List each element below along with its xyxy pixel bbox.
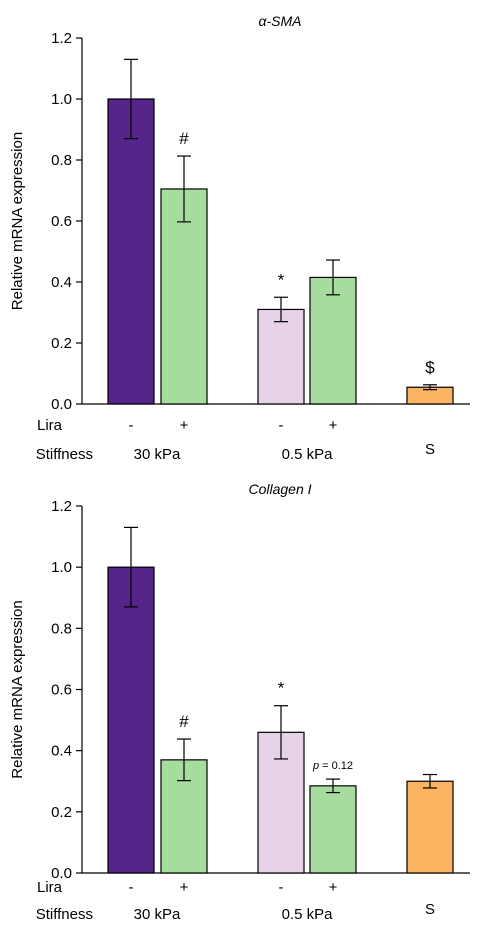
y-tick-label: 0.2 [51,335,72,352]
p-value: = 0.12 [319,760,353,772]
lira-value-label: - [279,417,284,434]
group-label: 0.5 kPa [282,906,334,923]
lira-row-label: Lira [37,417,63,434]
group-label: S [425,901,435,918]
lira-value-label: - [129,417,134,434]
y-tick-label: 0.0 [51,865,72,882]
chart-panel-2: Collagen I 0.0 0.2 0.4 0.6 0.8 1.0 1.2 Relative … [9,481,470,923]
lira-value-label: + [329,417,338,434]
group-label: 30 kPa [134,906,181,923]
y-tick-label: 0.8 [51,620,72,637]
significance-label: # [179,712,189,731]
chart-title: Collagen I [248,481,311,497]
bar [406,780,454,874]
y-tick-label: 0.4 [51,743,72,760]
y-tick-label: 1.2 [51,498,72,515]
p-symbol: p [312,760,319,772]
lira-value-label: + [329,879,338,896]
group-label: 30 kPa [134,446,181,463]
significance-label: p = 0.12 [312,760,353,772]
y-tick-label: 0.8 [51,152,72,169]
lira-value-label: - [129,879,134,896]
bar [160,188,208,405]
lira-value-label: + [180,417,189,434]
y-tick-label: 0.0 [51,396,72,413]
bar [309,785,357,874]
y-axis-label: Relative mRNA expression [9,132,26,310]
group-label: 0.5 kPa [282,446,334,463]
y-tick-label: 0.6 [51,682,72,699]
group-label: S [425,441,435,458]
lira-row-label: Lira [37,879,63,896]
y-tick-label: 1.0 [51,559,72,576]
significance-label: $ [425,358,435,377]
y-tick-label: 0.4 [51,274,72,291]
y-tick-label: 1.0 [51,91,72,108]
chart-panel-1: α-SMA 0.0 0.2 0.4 0.6 0.8 1.0 1.2 Relative mRNA … [9,13,470,463]
stiffness-row-label: Stiffness [36,906,93,923]
y-tick-label: 0.2 [51,804,72,821]
bar [107,98,155,405]
significance-label: * [278,270,285,289]
y-tick-label: 0.6 [51,213,72,230]
y-tick-label: 1.2 [51,30,72,47]
bar [107,566,155,874]
chart-title: α-SMA [259,13,302,29]
stiffness-row-label: Stiffness [36,446,93,463]
lira-value-label: - [279,879,284,896]
significance-label: # [179,129,189,148]
lira-value-label: + [180,879,189,896]
y-axis-label: Relative mRNA expression [9,600,26,778]
bar [257,308,305,405]
significance-label: * [278,679,285,698]
bar [309,276,357,405]
